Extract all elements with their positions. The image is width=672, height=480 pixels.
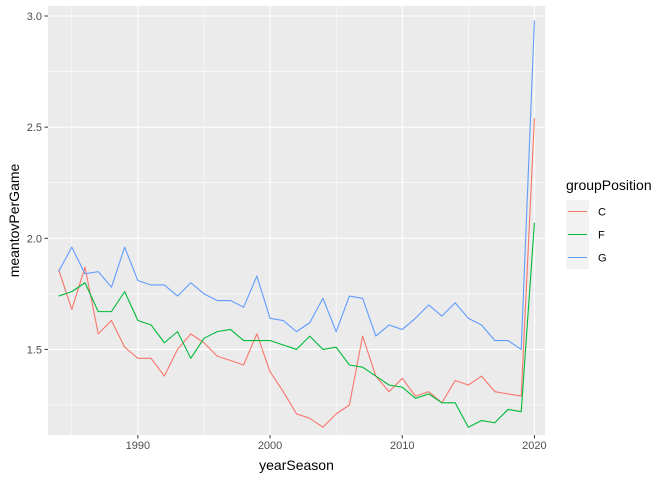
legend-label: G — [598, 253, 607, 265]
legend-label: C — [598, 207, 606, 219]
x-axis-ticks: 1990 2000 2010 2020 — [126, 435, 547, 452]
y-axis-ticks: 1.5 2.0 2.5 3.0 — [27, 11, 48, 356]
x-tick-label: 2020 — [522, 440, 546, 452]
x-tick-label: 2010 — [390, 440, 414, 452]
y-axis-title: meantovPerGame — [6, 163, 22, 277]
y-tick-label: 2.0 — [27, 233, 42, 245]
plot-panel — [48, 6, 545, 435]
x-axis-title: yearSeason — [259, 457, 334, 473]
legend-label: F — [598, 230, 605, 242]
minor-gridlines — [48, 6, 545, 435]
legend-title: groupPosition — [566, 177, 652, 193]
series-line-c — [58, 118, 535, 428]
series-line-f — [58, 222, 535, 428]
y-tick-label: 1.5 — [27, 344, 42, 356]
y-tick-label: 3.0 — [27, 11, 42, 23]
x-tick-label: 1990 — [126, 440, 150, 452]
legend: groupPosition CFG — [566, 177, 652, 269]
y-tick-label: 2.5 — [27, 122, 42, 134]
series-lines — [58, 20, 535, 428]
legend-items: CFG — [566, 200, 607, 269]
series-line-g — [58, 20, 535, 350]
x-tick-label: 2000 — [258, 440, 282, 452]
